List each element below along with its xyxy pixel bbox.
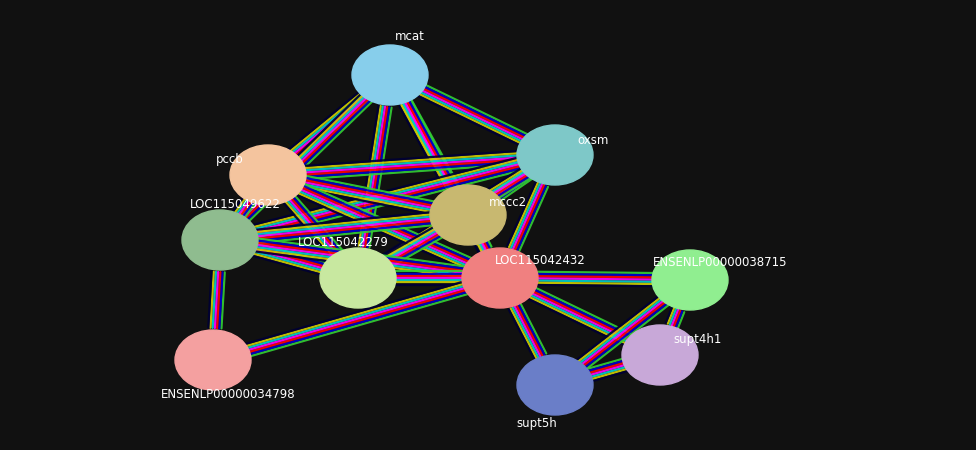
Ellipse shape — [462, 248, 538, 308]
Text: LOC115042432: LOC115042432 — [495, 253, 586, 266]
Text: oxsm: oxsm — [578, 134, 609, 147]
Text: supt5h: supt5h — [516, 417, 557, 429]
Text: mcat: mcat — [395, 31, 425, 44]
Text: ENSENLP00000038715: ENSENLP00000038715 — [653, 256, 788, 269]
Ellipse shape — [175, 330, 251, 390]
Ellipse shape — [622, 325, 698, 385]
Text: supt4h1: supt4h1 — [673, 333, 722, 346]
Ellipse shape — [517, 355, 593, 415]
Text: LOC115042279: LOC115042279 — [298, 237, 388, 249]
Ellipse shape — [430, 185, 506, 245]
Ellipse shape — [182, 210, 258, 270]
Text: LOC115049622: LOC115049622 — [189, 198, 280, 211]
Ellipse shape — [320, 248, 396, 308]
Ellipse shape — [517, 125, 593, 185]
Ellipse shape — [652, 250, 728, 310]
Text: ENSENLP00000034798: ENSENLP00000034798 — [161, 388, 296, 401]
Ellipse shape — [352, 45, 428, 105]
Text: pccb: pccb — [216, 153, 244, 166]
Ellipse shape — [230, 145, 306, 205]
Text: mccc2: mccc2 — [489, 197, 527, 210]
